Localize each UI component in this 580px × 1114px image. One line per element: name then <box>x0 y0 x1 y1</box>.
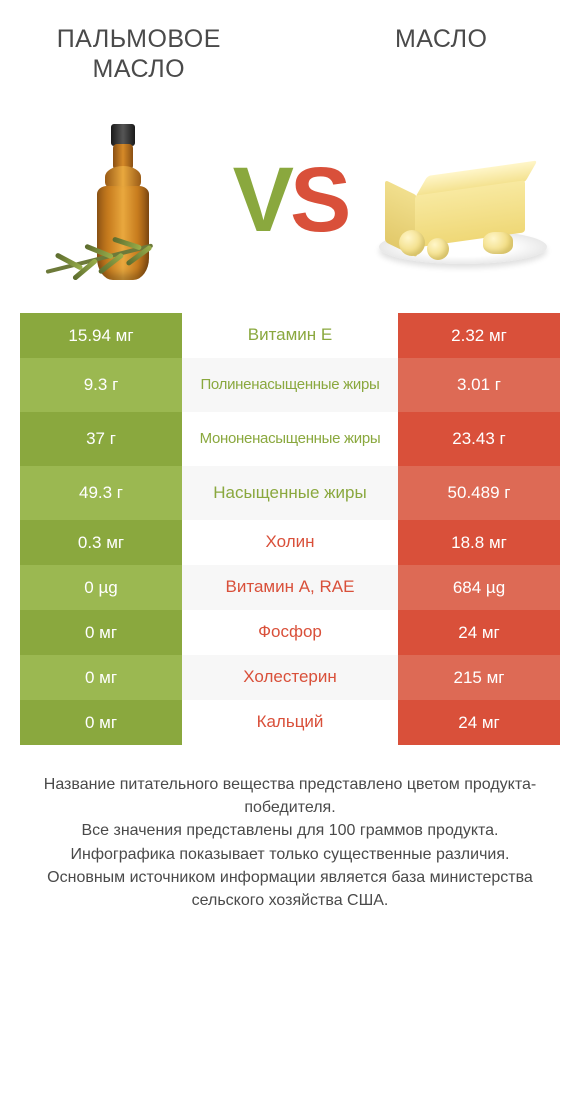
nutrient-name: Мононенасыщенные жиры <box>182 412 398 466</box>
footnote-line: Инфографика показывает только существенн… <box>32 843 548 866</box>
nutrient-name: Холестерин <box>182 655 398 700</box>
comparison-table: 15.94 мгВитамин E2.32 мг9.3 гПолиненасыщ… <box>20 313 560 745</box>
title-left: ПАЛЬМОВОЕ МАСЛО <box>20 24 258 84</box>
nutrient-name: Витамин E <box>182 313 398 358</box>
value-left: 0 µg <box>20 565 182 610</box>
vs-s: S <box>290 154 347 246</box>
nutrient-name: Холин <box>182 520 398 565</box>
footnote-line: Название питательного вещества представл… <box>32 773 548 819</box>
table-row: 49.3 гНасыщенные жиры50.489 г <box>20 466 560 520</box>
value-right: 215 мг <box>398 655 560 700</box>
value-right: 2.32 мг <box>398 313 560 358</box>
table-row: 37 гМононенасыщенные жиры23.43 г <box>20 412 560 466</box>
product-image-right <box>366 102 560 297</box>
butter-icon <box>373 130 553 270</box>
vs-label: VS <box>233 154 348 246</box>
value-left: 0 мг <box>20 655 182 700</box>
hero-row: VS <box>20 102 560 297</box>
table-row: 0 µgВитамин A, RAE684 µg <box>20 565 560 610</box>
footnote: Название питательного вещества представл… <box>20 773 560 912</box>
value-right: 50.489 г <box>398 466 560 520</box>
value-right: 24 мг <box>398 700 560 745</box>
table-row: 9.3 гПолиненасыщенные жиры3.01 г <box>20 358 560 412</box>
value-right: 18.8 мг <box>398 520 560 565</box>
product-image-left <box>20 102 214 297</box>
nutrient-name: Полиненасыщенные жиры <box>182 358 398 412</box>
nutrient-name: Фосфор <box>182 610 398 655</box>
table-row: 0.3 мгХолин18.8 мг <box>20 520 560 565</box>
oil-bottle-icon <box>42 110 192 290</box>
title-right: МАСЛО <box>322 24 560 54</box>
value-left: 37 г <box>20 412 182 466</box>
nutrient-name: Насыщенные жиры <box>182 466 398 520</box>
value-left: 0 мг <box>20 700 182 745</box>
value-left: 49.3 г <box>20 466 182 520</box>
footnote-line: Основным источником информации является … <box>32 866 548 912</box>
table-row: 0 мгФосфор24 мг <box>20 610 560 655</box>
nutrient-name: Витамин A, RAE <box>182 565 398 610</box>
value-right: 23.43 г <box>398 412 560 466</box>
nutrient-name: Кальций <box>182 700 398 745</box>
titles-row: ПАЛЬМОВОЕ МАСЛО МАСЛО <box>20 24 560 84</box>
vs-v: V <box>233 154 290 246</box>
infographic-root: ПАЛЬМОВОЕ МАСЛО МАСЛО VS <box>0 0 580 912</box>
footnote-line: Все значения представлены для 100 граммо… <box>32 819 548 842</box>
table-row: 0 мгХолестерин215 мг <box>20 655 560 700</box>
value-left: 9.3 г <box>20 358 182 412</box>
table-row: 0 мгКальций24 мг <box>20 700 560 745</box>
value-right: 684 µg <box>398 565 560 610</box>
value-right: 24 мг <box>398 610 560 655</box>
value-left: 15.94 мг <box>20 313 182 358</box>
value-right: 3.01 г <box>398 358 560 412</box>
table-row: 15.94 мгВитамин E2.32 мг <box>20 313 560 358</box>
value-left: 0 мг <box>20 610 182 655</box>
value-left: 0.3 мг <box>20 520 182 565</box>
